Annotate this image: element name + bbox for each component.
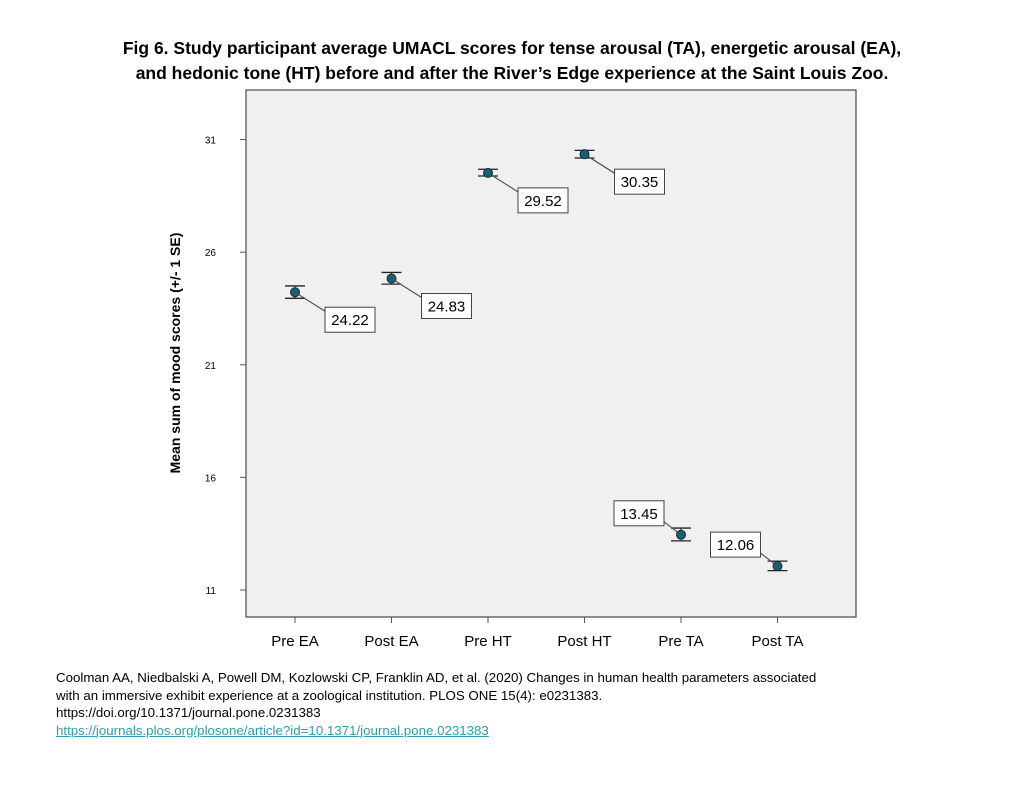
x-axis: Pre EA Post EA Pre HT Post HT Pre TA Post TA	[271, 617, 803, 650]
y-axis-label: Mean sum of mood scores (+/- 1 SE)	[167, 233, 183, 474]
mean-marker	[579, 149, 590, 160]
x-tick-label: Pre TA	[658, 633, 703, 650]
y-tick-label: 21	[205, 361, 217, 372]
data-label: 29.52	[524, 193, 562, 210]
data-label: 24.83	[428, 299, 466, 316]
data-label: 13.45	[620, 506, 658, 523]
data-label-box	[324, 306, 376, 333]
data-marks: 24.22 24.83 29.52 30.35 13.45 12.06	[285, 149, 788, 572]
data-point-group: 29.52	[478, 167, 569, 214]
citation: Coolman AA, Niedbalski A, Powell DM, Koz…	[56, 669, 816, 739]
article-link[interactable]: https://journals.plos.org/plosone/articl…	[56, 722, 489, 738]
x-tick-label: Post TA	[752, 633, 804, 650]
y-tick-label: 11	[206, 586, 217, 597]
data-point-group: 30.35	[574, 149, 665, 195]
mean-marker	[290, 287, 300, 298]
data-label: 12.06	[717, 537, 755, 554]
mean-marker	[676, 529, 686, 540]
mean-marker	[483, 167, 493, 178]
callout-line	[584, 153, 615, 174]
data-label-box	[614, 168, 665, 195]
figure-title-line-1: Fig 6. Study participant average UMACL s…	[122, 38, 902, 58]
data-point-group: 12.06	[710, 531, 788, 572]
callout-line	[294, 291, 326, 312]
y-tick-label: 26	[205, 248, 217, 259]
x-tick-label: Pre HT	[464, 633, 512, 650]
citation-line-2: with an immersive exhibit experience at …	[56, 687, 603, 703]
figure-title: Fig 6. Study participant average UMACL s…	[0, 36, 1024, 86]
data-label: 24.22	[331, 312, 369, 329]
data-label-box	[517, 187, 569, 214]
data-point-group: 13.45	[613, 500, 691, 542]
mean-marker	[386, 273, 397, 284]
y-axis: 11 16 21 26 31	[205, 136, 246, 597]
callout-line	[487, 172, 519, 193]
data-label: 30.35	[621, 174, 659, 191]
data-label-box	[421, 293, 472, 320]
plot-area	[245, 89, 857, 618]
data-point-group: 24.22	[285, 285, 376, 333]
callout-line	[391, 277, 422, 299]
mean-marker	[772, 561, 783, 572]
y-tick-label: 31	[205, 136, 217, 147]
x-tick-label: Post HT	[557, 633, 611, 650]
y-tick-label: 16	[205, 473, 217, 484]
figure-title-line-2: and hedonic tone (HT) before and after t…	[135, 63, 889, 83]
data-label-box	[710, 531, 761, 558]
data-label-box	[613, 500, 665, 527]
x-tick-label: Post EA	[364, 633, 418, 650]
citation-line-1: Coolman AA, Niedbalski A, Powell DM, Koz…	[56, 670, 817, 685]
citation-doi: https://doi.org/10.1371/journal.pone.023…	[56, 705, 321, 720]
x-tick-label: Pre EA	[271, 633, 319, 650]
data-point-group: 24.83	[381, 271, 472, 320]
